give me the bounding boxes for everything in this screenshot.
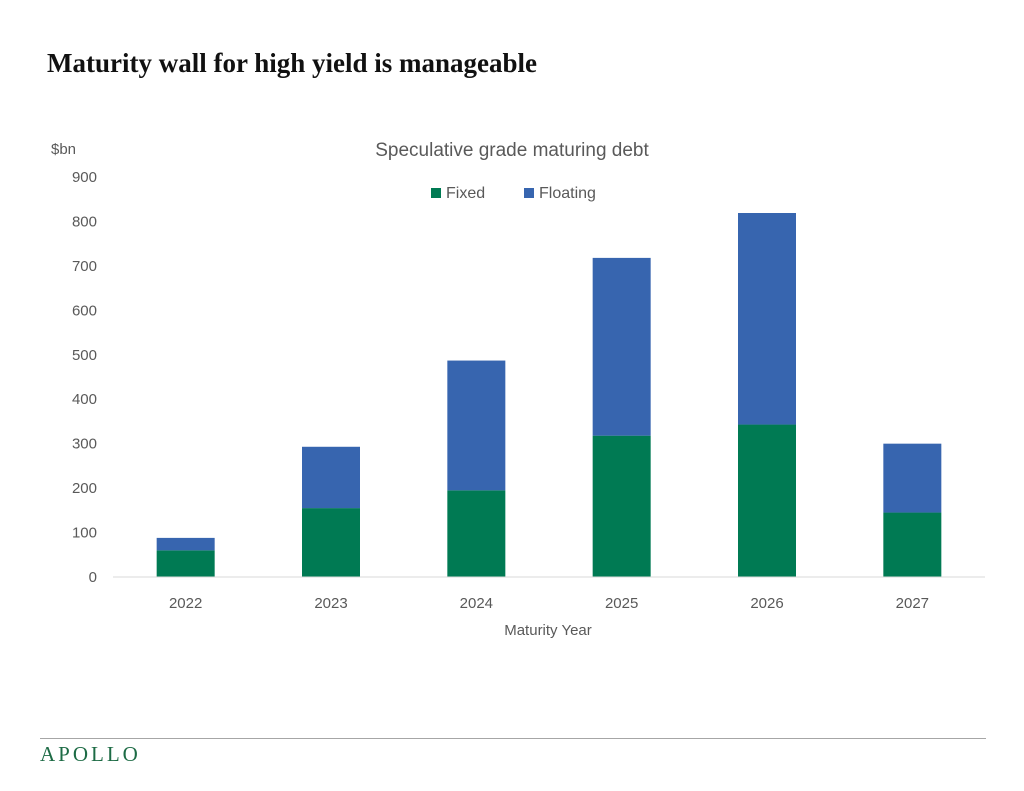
y-axis-label: $bn <box>51 141 76 158</box>
chart-title: Speculative grade maturing debt <box>375 140 649 161</box>
footer-divider <box>40 738 986 739</box>
y-tick-label: 200 <box>72 480 97 497</box>
x-tick-label: 2027 <box>896 595 929 612</box>
bar-fixed-2024 <box>447 490 506 577</box>
apollo-logo: APOLLO <box>40 742 141 766</box>
x-tick-label: 2023 <box>314 595 347 612</box>
legend-swatch-fixed <box>431 188 441 198</box>
y-tick-label: 800 <box>72 213 97 230</box>
x-axis-label: Maturity Year <box>504 622 592 639</box>
y-tick-label: 0 <box>89 569 97 586</box>
legend-swatch-floating <box>524 188 534 198</box>
x-tick-label: 2025 <box>605 595 638 612</box>
y-axis-ticks: 0 100 200 300 400 500 600 700 800 900 <box>72 169 97 586</box>
chart-legend: Fixed Floating <box>431 185 596 202</box>
y-tick-label: 600 <box>72 302 97 319</box>
bar-fixed-2025 <box>592 435 651 577</box>
y-tick-label: 500 <box>72 347 97 364</box>
bar-floating-2027 <box>883 443 942 513</box>
bars-group <box>156 213 942 577</box>
legend-label-fixed: Fixed <box>446 185 485 202</box>
stacked-bar-chart: Speculative grade maturing debt $bn Matu… <box>51 140 985 639</box>
bar-floating-2026 <box>738 213 796 425</box>
y-tick-label: 100 <box>72 525 97 542</box>
bar-floating-2024 <box>447 360 506 491</box>
x-tick-label: 2022 <box>169 595 202 612</box>
bar-fixed-2027 <box>883 512 942 577</box>
bar-floating-2023 <box>302 446 360 509</box>
bar-floating-2025 <box>592 257 651 436</box>
page-headline: Maturity wall for high yield is manageab… <box>47 48 537 78</box>
bar-fixed-2023 <box>302 508 360 577</box>
x-axis-ticks: 2022 2023 2024 2025 2026 2027 <box>169 595 929 612</box>
y-tick-label: 400 <box>72 391 97 408</box>
bar-floating-2022 <box>156 537 215 551</box>
legend-label-floating: Floating <box>539 185 596 202</box>
y-tick-label: 700 <box>72 258 97 275</box>
y-tick-label: 300 <box>72 436 97 453</box>
bar-fixed-2026 <box>738 424 796 577</box>
x-tick-label: 2026 <box>750 595 783 612</box>
x-tick-label: 2024 <box>460 595 493 612</box>
y-tick-label: 900 <box>72 169 97 186</box>
bar-fixed-2022 <box>156 550 215 577</box>
